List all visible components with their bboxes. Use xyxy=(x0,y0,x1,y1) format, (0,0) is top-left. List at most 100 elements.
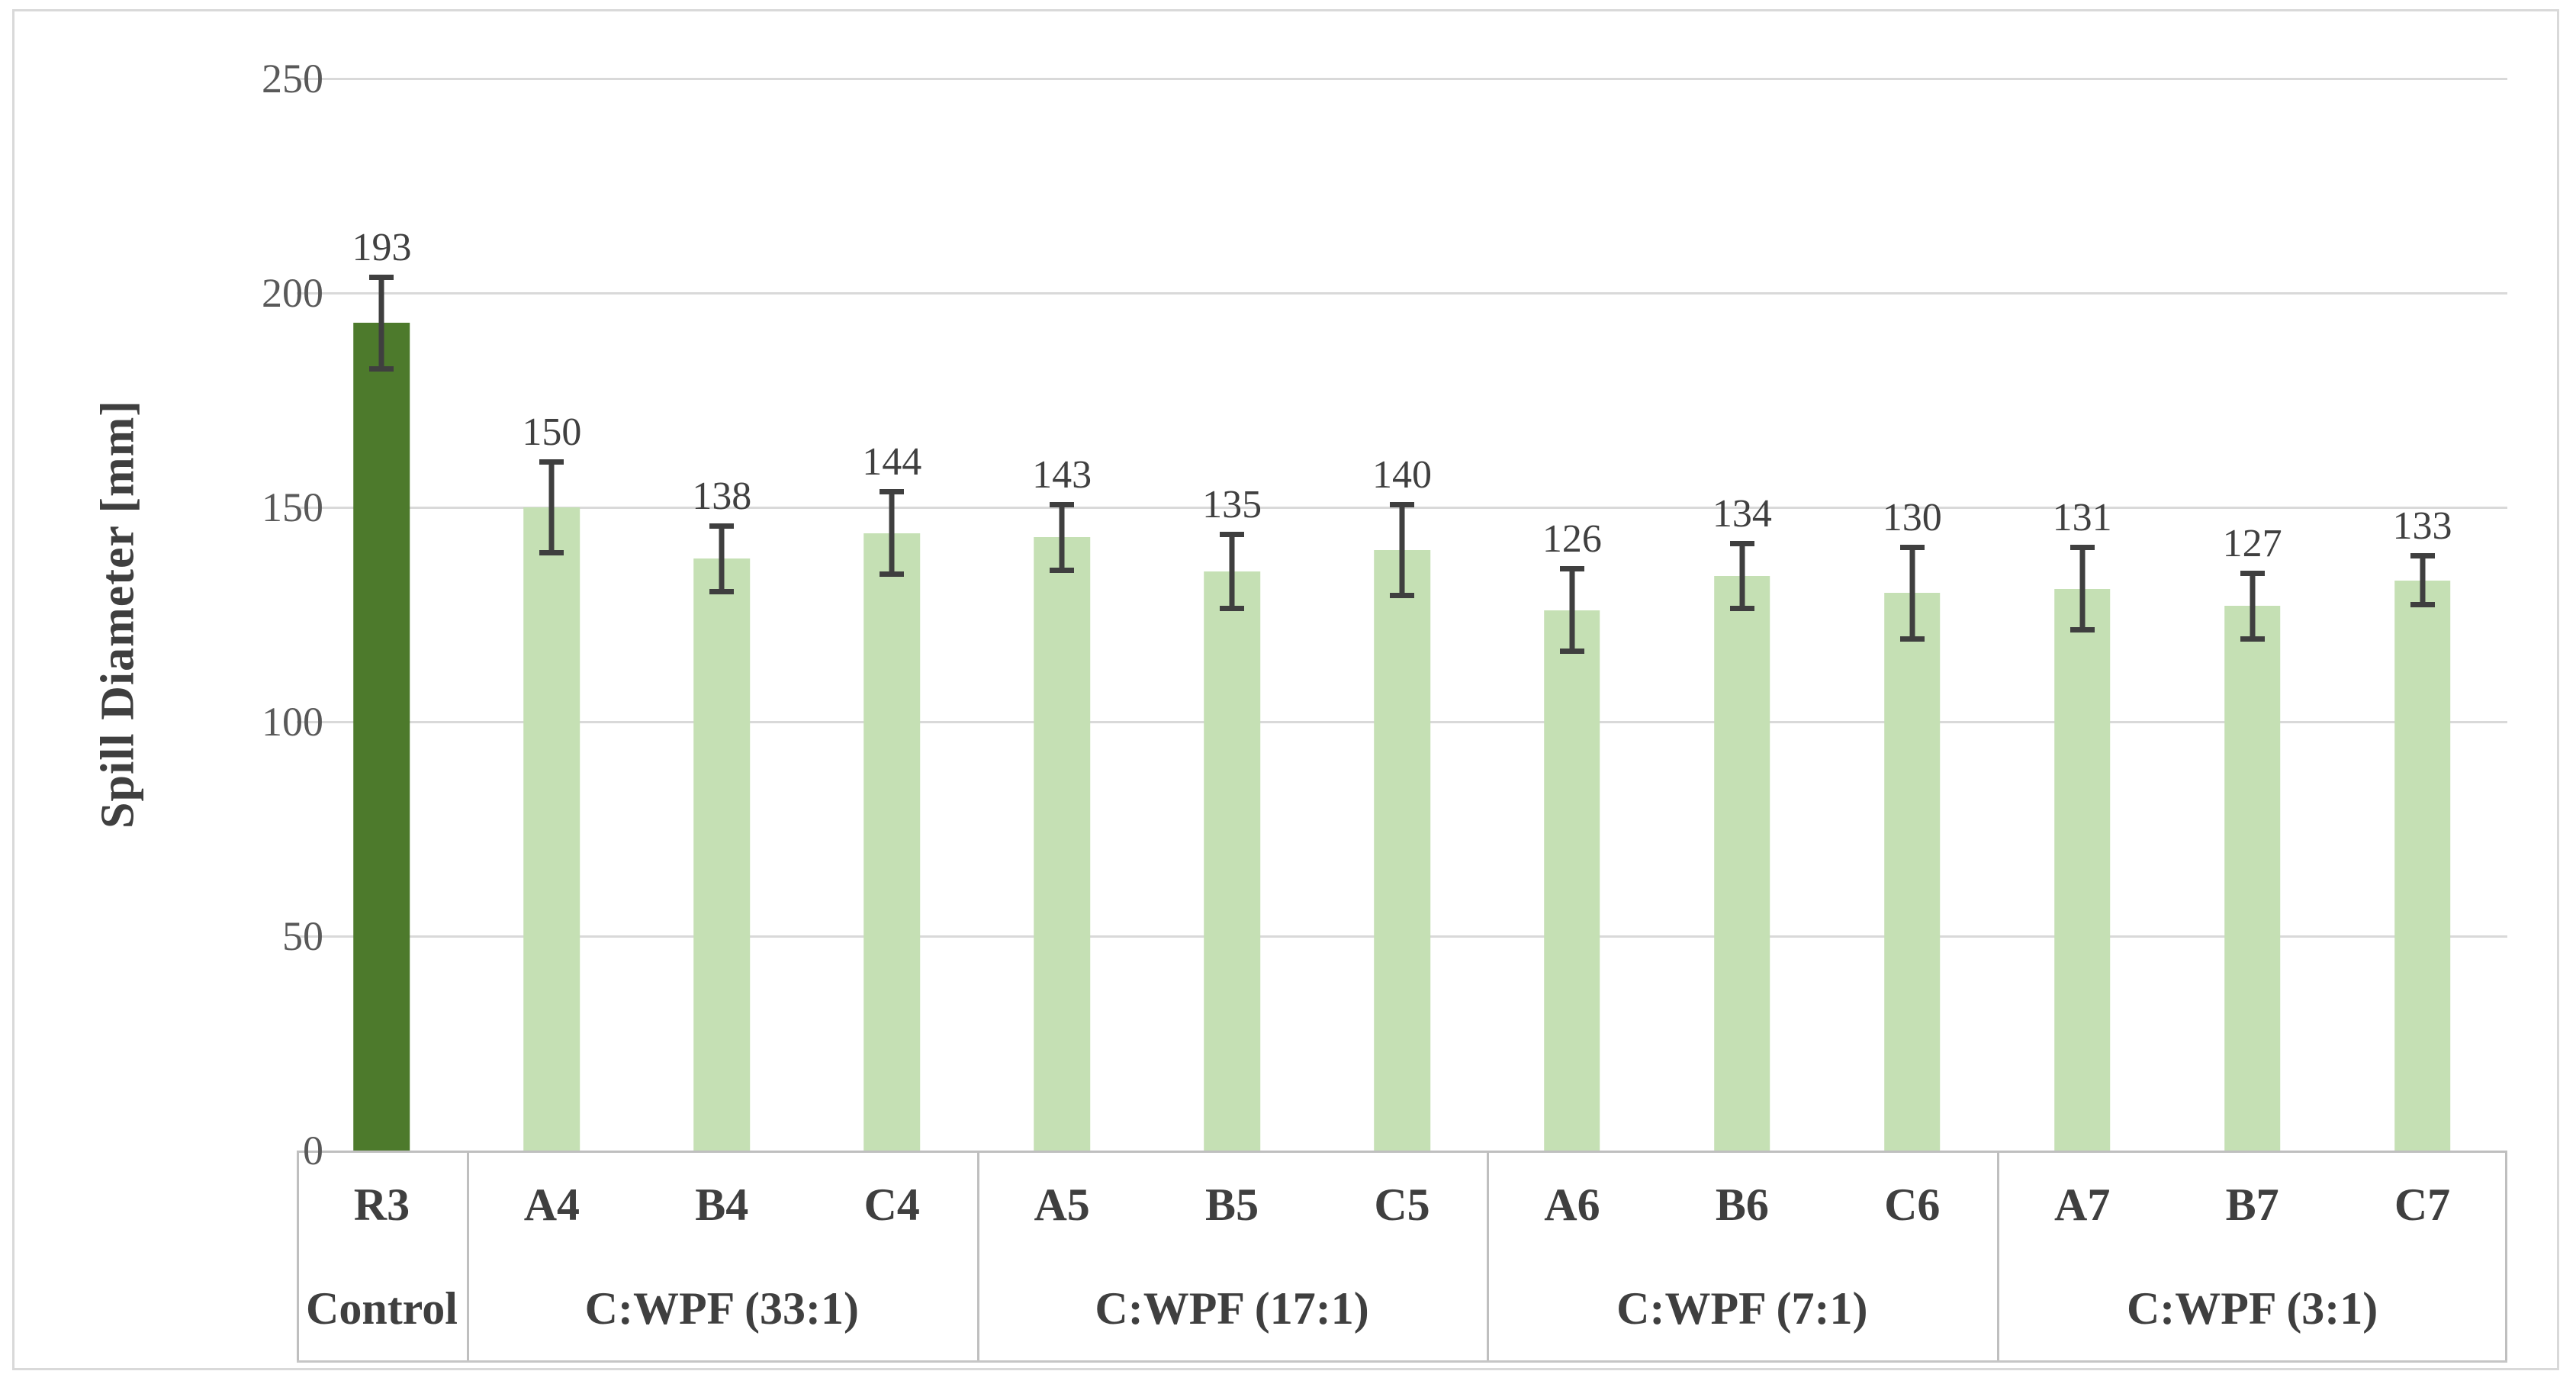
error-bar-A6 xyxy=(1569,571,1575,649)
data-label-B4: 138 xyxy=(692,475,752,519)
error-cap-bottom-A5 xyxy=(1050,567,1075,573)
bar-A4 xyxy=(523,507,580,1151)
error-cap-top-A5 xyxy=(1050,502,1075,507)
error-cap-top-B7 xyxy=(2240,570,2265,576)
error-cap-bottom-C7 xyxy=(2410,601,2435,607)
data-label-B6: 134 xyxy=(1712,491,1772,536)
error-bar-A5 xyxy=(1059,507,1065,568)
category-label-B4: B4 xyxy=(695,1179,749,1230)
error-cap-top-R3 xyxy=(369,275,394,281)
category-label-B6: B6 xyxy=(1715,1179,1769,1230)
error-cap-bottom-C4 xyxy=(880,571,905,578)
error-cap-bottom-B7 xyxy=(2240,636,2265,642)
error-cap-bottom-C5 xyxy=(1389,593,1414,599)
error-bar-C6 xyxy=(1909,550,1915,636)
error-bar-A4 xyxy=(548,464,555,551)
data-label-C4: 144 xyxy=(862,440,922,484)
category-label-R3: R3 xyxy=(353,1179,410,1230)
chart-frame: Spill Diameter [mm] 193 150 138 144 143 135 14… xyxy=(12,9,2559,1370)
y-tick-label-150: 150 xyxy=(262,484,323,530)
bar-slot-C7: 133 xyxy=(2337,79,2507,1151)
data-label-A6: 126 xyxy=(1542,517,1602,562)
group-separator-0 xyxy=(297,1153,299,1360)
y-tick-label-50: 50 xyxy=(282,913,323,959)
error-bar-B4 xyxy=(719,529,725,589)
category-label-A5: A5 xyxy=(1034,1179,1090,1230)
bar-B6 xyxy=(1714,575,1770,1151)
bar-B7 xyxy=(2224,606,2281,1151)
bar-slot-R3: 193 xyxy=(297,79,467,1151)
category-label-A7: A7 xyxy=(2054,1179,2111,1230)
error-bar-C4 xyxy=(889,494,895,572)
error-cap-top-C5 xyxy=(1389,502,1414,507)
category-label-C6: C6 xyxy=(1884,1179,1941,1230)
error-bar-A7 xyxy=(2079,550,2086,628)
bar-slot-A6: 126 xyxy=(1487,79,1657,1151)
gridline-250 xyxy=(297,78,2507,80)
error-cap-bottom-A7 xyxy=(2069,627,2095,633)
error-cap-top-B6 xyxy=(1729,540,1754,546)
error-cap-top-C4 xyxy=(880,489,905,495)
error-bar-C7 xyxy=(2420,558,2426,602)
error-cap-top-C6 xyxy=(1899,545,1925,551)
error-cap-top-B4 xyxy=(709,523,735,529)
group-separator-2 xyxy=(976,1153,979,1360)
group-label-C-WPF-17-1-: C:WPF (17:1) xyxy=(1095,1283,1369,1334)
data-label-R3: 193 xyxy=(352,226,412,270)
bar-slot-A7: 131 xyxy=(1997,79,2167,1151)
group-separator-5 xyxy=(2505,1153,2507,1360)
error-cap-top-A4 xyxy=(539,459,564,465)
y-tick-label-250: 250 xyxy=(262,56,323,101)
bar-slot-B4: 138 xyxy=(637,79,807,1151)
category-axis: R3 A4 B4 C4 A5 B5 C5 A6 B6 C6 A7 B7 C7 Control C:WPF (… xyxy=(297,1151,2507,1363)
error-cap-bottom-A4 xyxy=(539,550,564,556)
category-label-B7: B7 xyxy=(2225,1179,2279,1230)
error-cap-bottom-A6 xyxy=(1559,649,1584,655)
data-label-A4: 150 xyxy=(522,410,582,454)
category-label-B5: B5 xyxy=(1205,1179,1259,1230)
error-cap-bottom-C6 xyxy=(1899,636,1925,642)
error-cap-top-C7 xyxy=(2410,553,2435,559)
category-label-A4: A4 xyxy=(523,1179,580,1230)
group-separator-3 xyxy=(1487,1153,1490,1360)
bar-B5 xyxy=(1204,571,1260,1151)
bar-C4 xyxy=(863,533,920,1151)
y-axis-title: Spill Diameter [mm] xyxy=(92,400,144,829)
data-label-C6: 130 xyxy=(1882,496,1942,540)
gridline-200 xyxy=(297,292,2507,295)
data-label-A7: 131 xyxy=(2052,496,2112,540)
error-bar-R3 xyxy=(378,280,384,366)
bar-A6 xyxy=(1544,610,1600,1151)
error-bar-C5 xyxy=(1399,507,1405,594)
group-label-C-WPF-3-1-: C:WPF (3:1) xyxy=(2126,1283,2378,1334)
error-cap-top-A7 xyxy=(2069,545,2095,551)
bar-slot-A4: 150 xyxy=(467,79,637,1151)
bar-slot-C5: 140 xyxy=(1317,79,1487,1151)
y-tick-label-0: 0 xyxy=(303,1128,323,1173)
category-label-A6: A6 xyxy=(1544,1179,1600,1230)
category-label-C5: C5 xyxy=(1374,1179,1430,1230)
data-label-C7: 133 xyxy=(2392,504,2452,549)
bar-B4 xyxy=(693,558,751,1151)
bar-R3 xyxy=(353,323,410,1151)
category-label-C4: C4 xyxy=(863,1179,920,1230)
bar-C6 xyxy=(1883,593,1941,1151)
bar-slot-B6: 134 xyxy=(1657,79,1827,1151)
bar-slot-C4: 144 xyxy=(807,79,977,1151)
error-cap-top-B5 xyxy=(1220,532,1245,538)
error-bar-B5 xyxy=(1229,537,1235,607)
data-label-B7: 127 xyxy=(2222,521,2282,565)
y-tick-label-100: 100 xyxy=(262,699,323,745)
bar-A5 xyxy=(1034,537,1090,1151)
group-label-Control: Control xyxy=(306,1283,458,1334)
group-label-C-WPF-33-1-: C:WPF (33:1) xyxy=(584,1283,859,1334)
category-label-C7: C7 xyxy=(2394,1179,2451,1230)
group-label-C-WPF-7-1-: C:WPF (7:1) xyxy=(1616,1283,1868,1334)
group-separator-1 xyxy=(466,1153,469,1360)
bar-slot-C6: 130 xyxy=(1827,79,1997,1151)
error-cap-bottom-R3 xyxy=(369,365,394,372)
data-label-A5: 143 xyxy=(1032,453,1092,497)
error-cap-top-A6 xyxy=(1559,566,1584,572)
data-label-B5: 135 xyxy=(1202,483,1262,527)
error-cap-bottom-B6 xyxy=(1729,606,1754,612)
